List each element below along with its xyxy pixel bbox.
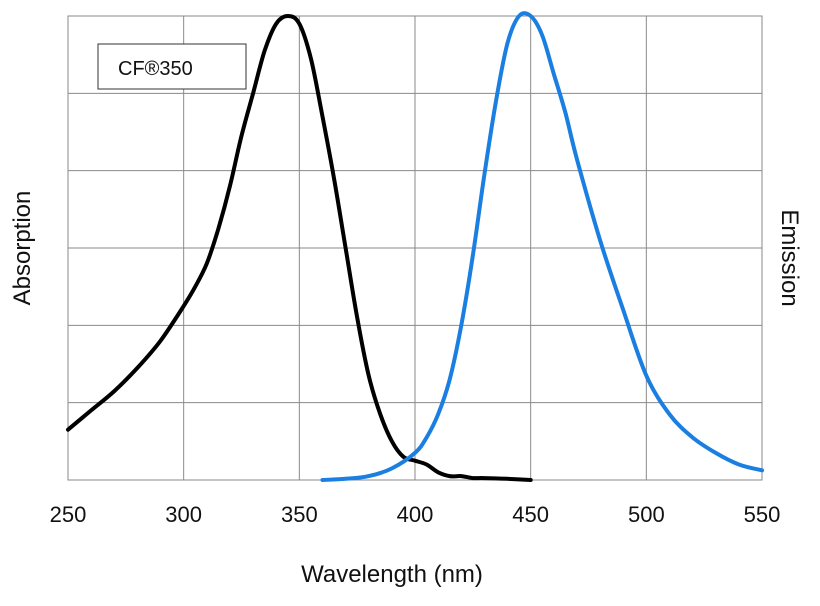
x-tick-label: 400 xyxy=(397,502,434,527)
x-axis-title: Wavelength (nm) xyxy=(301,561,483,588)
legend-box-frame xyxy=(97,43,247,90)
left-y-axis-title: Absorption xyxy=(9,191,36,306)
grid xyxy=(68,16,762,480)
emission-series-line xyxy=(320,11,764,482)
x-tick-label: 300 xyxy=(165,502,202,527)
x-tick-labels: 250 300 350 400 450 500 550 xyxy=(50,502,781,527)
legend-box: CF®350 xyxy=(97,43,247,90)
right-y-axis-title: Emission xyxy=(776,209,803,306)
plot-frame xyxy=(67,15,763,481)
x-tick-label: 550 xyxy=(744,502,781,527)
absorption-series-line xyxy=(66,14,533,482)
x-tick-label: 450 xyxy=(512,502,549,527)
x-tick-label: 250 xyxy=(50,502,87,527)
legend-box-text: CF®350 xyxy=(118,58,193,80)
x-tick-label: 350 xyxy=(281,502,318,527)
x-tick-label: 500 xyxy=(628,502,665,527)
